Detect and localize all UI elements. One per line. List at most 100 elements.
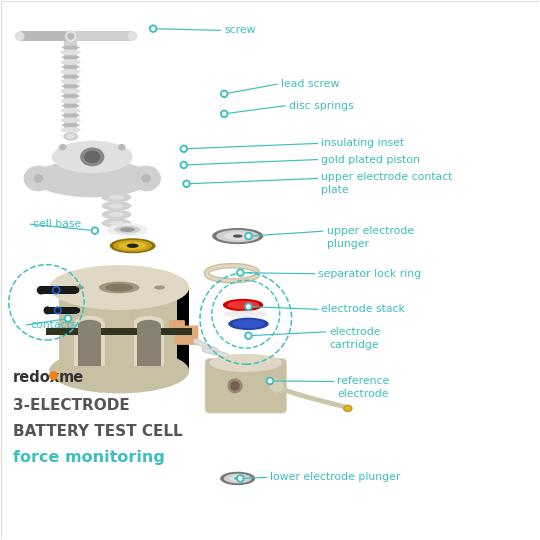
Circle shape — [245, 233, 252, 240]
Ellipse shape — [62, 84, 79, 88]
Text: upper electrode contact: upper electrode contact — [321, 172, 453, 183]
Text: cartridge: cartridge — [329, 340, 379, 350]
Ellipse shape — [102, 192, 131, 202]
Ellipse shape — [60, 59, 81, 65]
Ellipse shape — [60, 98, 81, 104]
Ellipse shape — [59, 144, 66, 151]
Bar — [64, 36, 77, 130]
Circle shape — [91, 227, 98, 234]
Ellipse shape — [216, 230, 259, 242]
Circle shape — [222, 112, 226, 116]
Bar — [177, 287, 189, 371]
Circle shape — [221, 90, 228, 97]
Circle shape — [237, 269, 244, 276]
Text: insulating inset: insulating inset — [321, 138, 404, 149]
Ellipse shape — [224, 310, 268, 318]
Circle shape — [180, 161, 187, 168]
Ellipse shape — [232, 320, 265, 328]
Text: gold plated piston: gold plated piston — [321, 154, 420, 165]
Circle shape — [93, 229, 97, 232]
Bar — [49, 287, 59, 371]
Ellipse shape — [99, 281, 139, 293]
Text: BATTERY TEST CELL: BATTERY TEST CELL — [12, 424, 182, 439]
Text: electrode stack: electrode stack — [321, 305, 405, 314]
Ellipse shape — [65, 30, 77, 42]
Ellipse shape — [73, 285, 84, 289]
Ellipse shape — [60, 108, 81, 113]
Ellipse shape — [270, 379, 284, 393]
Ellipse shape — [128, 31, 138, 41]
Ellipse shape — [62, 75, 79, 78]
Ellipse shape — [62, 65, 79, 69]
Ellipse shape — [62, 113, 79, 117]
Ellipse shape — [105, 284, 133, 292]
Bar — [137, 325, 161, 366]
Ellipse shape — [49, 349, 189, 394]
Ellipse shape — [74, 307, 80, 313]
Text: screw: screw — [224, 25, 256, 35]
Ellipse shape — [52, 141, 133, 173]
Ellipse shape — [60, 118, 81, 123]
Circle shape — [247, 334, 250, 338]
Ellipse shape — [67, 33, 74, 40]
Ellipse shape — [33, 174, 43, 183]
Circle shape — [185, 182, 188, 185]
Text: lower electrode plunger: lower electrode plunger — [270, 472, 400, 482]
Circle shape — [64, 315, 71, 322]
Ellipse shape — [75, 316, 105, 329]
Circle shape — [66, 317, 70, 320]
Ellipse shape — [229, 476, 246, 481]
Ellipse shape — [60, 89, 81, 94]
Text: 3-ELECTRODE: 3-ELECTRODE — [12, 398, 129, 413]
Ellipse shape — [66, 134, 76, 139]
Ellipse shape — [63, 132, 78, 141]
Ellipse shape — [102, 218, 131, 228]
Ellipse shape — [134, 316, 164, 329]
Ellipse shape — [52, 286, 60, 294]
Bar — [41, 286, 76, 294]
Text: separator lock ring: separator lock ring — [319, 269, 422, 279]
Ellipse shape — [60, 50, 81, 55]
Ellipse shape — [56, 308, 60, 313]
Text: plate: plate — [321, 185, 349, 195]
Bar — [46, 328, 192, 335]
Text: electrode: electrode — [329, 327, 381, 337]
Text: disc springs: disc springs — [289, 101, 354, 111]
Ellipse shape — [228, 318, 269, 330]
Circle shape — [268, 379, 272, 382]
Text: reference: reference — [338, 376, 389, 387]
Ellipse shape — [62, 56, 79, 59]
Ellipse shape — [15, 31, 24, 41]
Circle shape — [221, 110, 228, 117]
Circle shape — [150, 25, 157, 32]
Ellipse shape — [224, 232, 252, 240]
Ellipse shape — [119, 241, 147, 250]
Text: redox: redox — [12, 370, 59, 385]
Ellipse shape — [24, 165, 53, 191]
Ellipse shape — [60, 79, 81, 84]
Circle shape — [183, 180, 190, 187]
Ellipse shape — [131, 165, 161, 191]
Ellipse shape — [62, 123, 79, 127]
Ellipse shape — [227, 378, 242, 393]
Bar — [134, 322, 164, 366]
Circle shape — [222, 92, 226, 96]
Ellipse shape — [49, 265, 189, 310]
FancyBboxPatch shape — [174, 326, 198, 345]
Ellipse shape — [78, 320, 102, 330]
Ellipse shape — [212, 228, 264, 244]
Ellipse shape — [118, 144, 126, 151]
Circle shape — [239, 271, 242, 274]
Text: cell base: cell base — [33, 219, 81, 229]
Ellipse shape — [234, 477, 241, 480]
Text: contacts: contacts — [30, 320, 77, 330]
Circle shape — [182, 147, 185, 151]
Ellipse shape — [227, 301, 259, 309]
Ellipse shape — [53, 287, 59, 293]
Ellipse shape — [127, 244, 139, 248]
Text: me: me — [58, 370, 84, 385]
Ellipse shape — [210, 354, 282, 372]
Ellipse shape — [230, 381, 240, 390]
Ellipse shape — [109, 204, 124, 208]
Ellipse shape — [113, 240, 152, 252]
